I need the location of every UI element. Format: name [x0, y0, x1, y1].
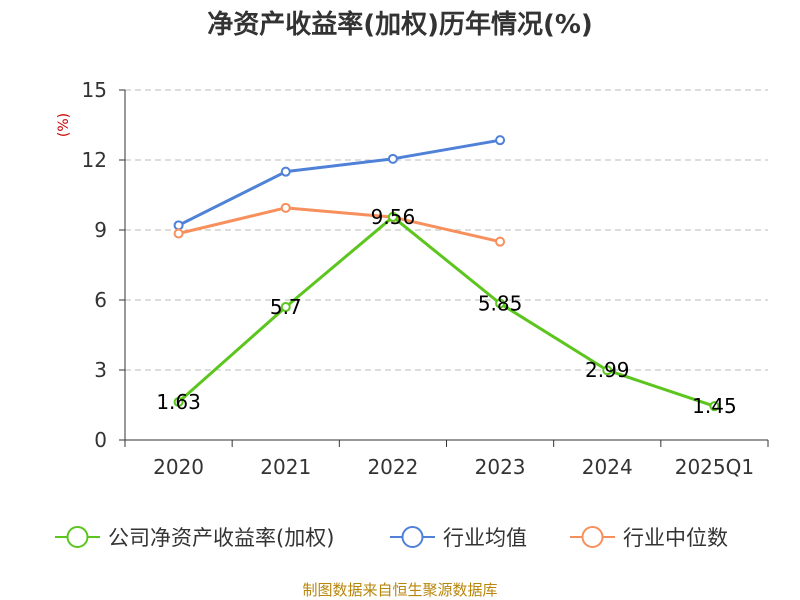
point-s0-2023: [495, 298, 506, 309]
legend-label-0: 公司净资产收益率(加权): [108, 526, 334, 550]
legend-label-1: 行业均值: [443, 526, 527, 550]
point-s2-2023: [495, 236, 506, 247]
data-labels: 1.63 5.7 9.56 5.85 2.99 1.45: [156, 205, 736, 418]
point-s1-2021: [280, 166, 291, 177]
point-s0-2025Q1: [709, 401, 720, 412]
legend-marker-0: [66, 526, 89, 548]
point-s1-2022: [387, 153, 398, 164]
data-label-2023: 5.85: [478, 292, 523, 316]
data-label-2021: 5.7: [270, 295, 302, 319]
legend-marker-1: [401, 526, 424, 548]
axes: 0 3 6 9 12 15 2020 2021 2022 2023 2024 2025Q1: [82, 78, 769, 479]
series-line-2: [178, 206, 501, 244]
data-label-2020: 1.63: [156, 390, 201, 414]
source-note: 制图数据来自恒生聚源数据库: [302, 581, 497, 599]
point-s0-2022: [387, 211, 398, 222]
legend-marker-2: [581, 526, 604, 548]
y-tick-label-15: 15: [82, 78, 107, 102]
y-axis-label: (%): [56, 113, 72, 137]
y-tick-label-12: 12: [82, 148, 107, 172]
x-tick-label-2023: 2023: [475, 455, 526, 479]
series-lines: [173, 135, 720, 412]
legend-label-2: 行业中位数: [623, 526, 728, 550]
legend: 公司净资产收益率(加权) 行业均值 行业中位数: [55, 526, 728, 550]
point-s1-2023: [495, 135, 506, 146]
data-label-2024: 2.99: [585, 358, 630, 382]
chart-title: 净资产收益率(加权)历年情况(%): [207, 9, 593, 40]
y-tick-label-6: 6: [94, 288, 107, 312]
series-line-1: [177, 138, 501, 227]
point-s2-2020: [173, 228, 184, 239]
point-s0-2021: [280, 302, 291, 312]
series-line-0: [177, 215, 715, 408]
point-s2-2021: [280, 202, 291, 213]
x-tick-label-2022: 2022: [367, 455, 418, 479]
data-label-2025Q1: 1.45: [692, 394, 737, 418]
point-s1-2020: [173, 220, 184, 231]
data-label-2022: 9.56: [371, 205, 416, 229]
y-tick-label-9: 9: [94, 218, 107, 242]
x-tick-label-2025Q1: 2025Q1: [675, 455, 754, 479]
y-tick-label-0: 0: [94, 428, 107, 452]
x-tick-label-2020: 2020: [153, 455, 204, 479]
x-tick-label-2021: 2021: [260, 455, 311, 479]
x-tick-label-2024: 2024: [582, 455, 633, 479]
y-tick-label-3: 3: [94, 358, 107, 382]
point-s0-2020: [173, 396, 184, 407]
point-s0-2024: [602, 365, 613, 376]
